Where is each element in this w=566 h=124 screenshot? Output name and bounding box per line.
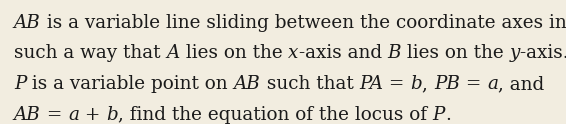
Text: PA: PA — [359, 75, 383, 93]
Text: P: P — [14, 75, 26, 93]
Text: a: a — [68, 106, 79, 124]
Text: a: a — [487, 75, 498, 93]
Text: AB: AB — [14, 106, 41, 124]
Text: PB: PB — [434, 75, 460, 93]
Text: b: b — [106, 106, 118, 124]
Text: , find the equation of the locus of: , find the equation of the locus of — [118, 106, 433, 124]
Text: -axis and: -axis and — [298, 44, 388, 62]
Text: ,: , — [422, 75, 434, 93]
Text: P: P — [433, 106, 445, 124]
Text: such a way that: such a way that — [14, 44, 166, 62]
Text: such that: such that — [260, 75, 359, 93]
Text: +: + — [79, 106, 106, 124]
Text: , and: , and — [498, 75, 544, 93]
Text: -axis. If: -axis. If — [520, 44, 566, 62]
Text: y: y — [509, 44, 520, 62]
Text: is a variable line sliding between the coordinate axes in: is a variable line sliding between the c… — [41, 14, 566, 32]
Text: =: = — [41, 106, 68, 124]
Text: AB: AB — [234, 75, 260, 93]
Text: A: A — [166, 44, 179, 62]
Text: is a variable point on: is a variable point on — [26, 75, 234, 93]
Text: x: x — [288, 44, 298, 62]
Text: B: B — [388, 44, 401, 62]
Text: b: b — [410, 75, 422, 93]
Text: =: = — [383, 75, 410, 93]
Text: lies on the: lies on the — [179, 44, 288, 62]
Text: .: . — [445, 106, 451, 124]
Text: lies on the: lies on the — [401, 44, 509, 62]
Text: =: = — [460, 75, 487, 93]
Text: AB: AB — [14, 14, 41, 32]
